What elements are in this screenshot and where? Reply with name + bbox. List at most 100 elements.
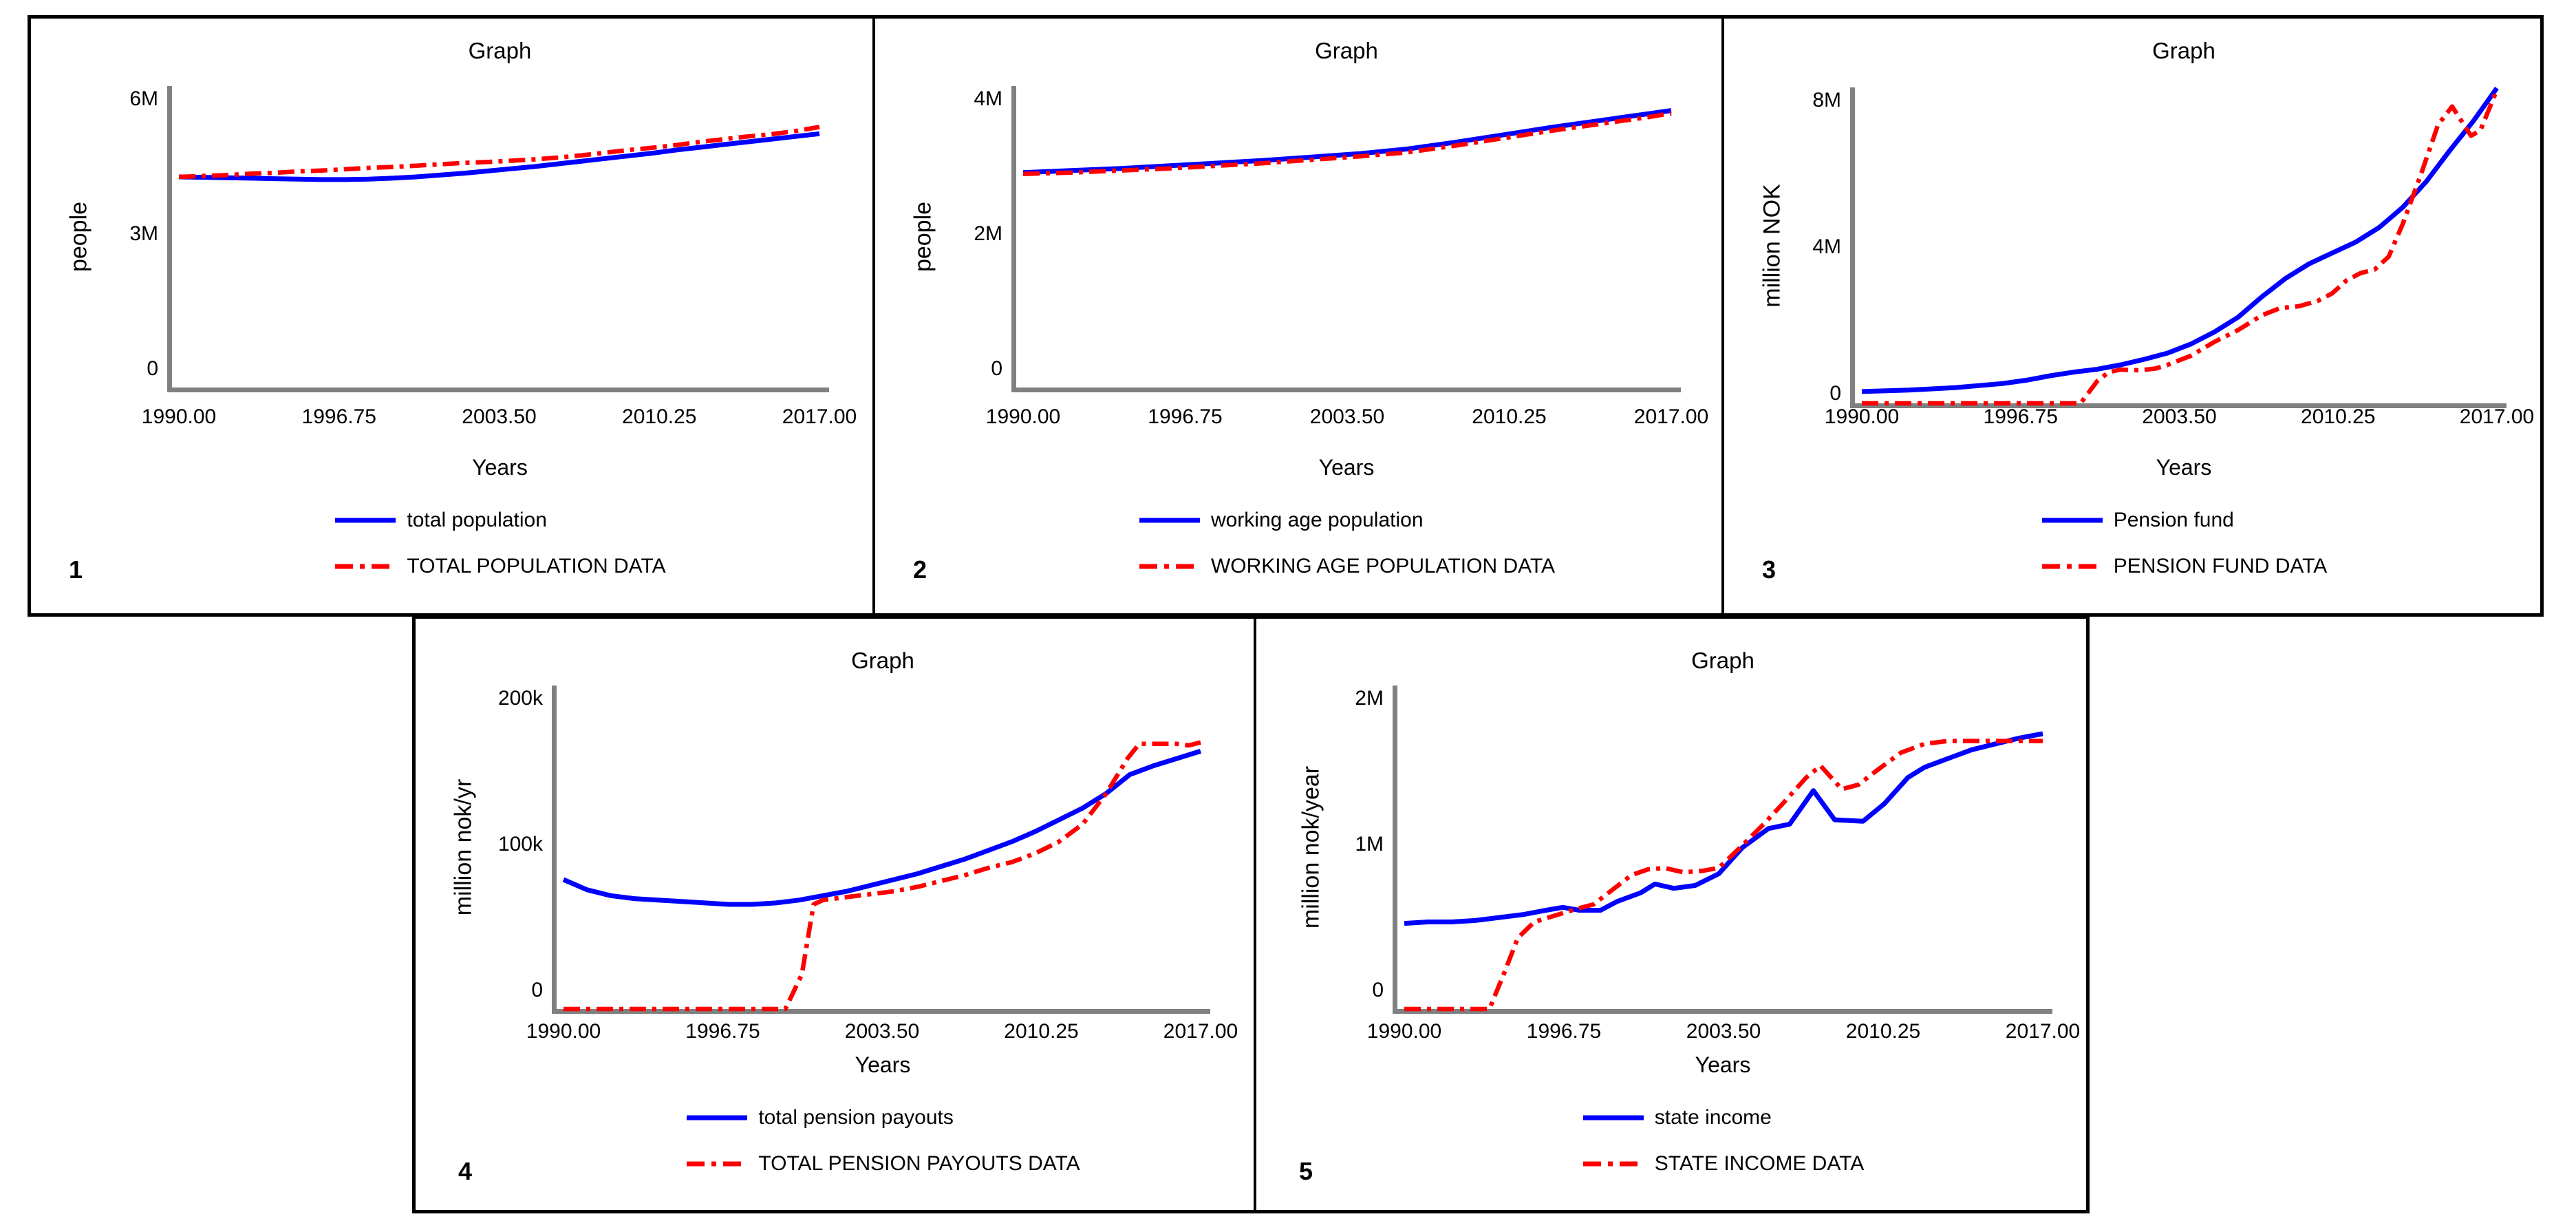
y-tick-label: 0: [991, 357, 1002, 380]
legend-item-data: STATE INCOME DATA: [1582, 1152, 1864, 1176]
dash-dot-line-swatch-icon: [1582, 1161, 1644, 1167]
x-tick-label: 2010.25: [2301, 405, 2375, 428]
dash-dot-line-swatch-icon: [687, 1161, 748, 1167]
x-tick-label: 2003.50: [1686, 1020, 1761, 1043]
x-axis-line: [552, 1009, 1210, 1014]
legend-items: working age population WORKING AGE POPULA…: [1138, 509, 1555, 578]
legend-label: working age population: [1210, 509, 1424, 531]
x-tick-label: 2017.00: [1163, 1020, 1238, 1043]
x-tick-label: 2010.25: [1846, 1020, 1920, 1043]
plot-area: 200k 100k 0 1990.00 1996.75 2003.50 2010.25 201…: [498, 686, 1238, 1043]
chart-title: Graph: [851, 648, 914, 673]
x-tick-label: 2003.50: [1310, 405, 1384, 428]
legend-label: total population: [407, 509, 547, 531]
x-tick-label: 2010.25: [1004, 1020, 1078, 1043]
x-tick-label: 2017.00: [2006, 1020, 2080, 1043]
y-axis-label: people: [65, 201, 92, 273]
x-axis-label: Years: [472, 455, 528, 480]
y-axis-label: people: [910, 201, 936, 273]
legend-item-model: total population: [334, 509, 547, 532]
x-tick-label: 1996.75: [685, 1020, 760, 1043]
legend-label: Pension fund: [2113, 509, 2234, 531]
y-tick-label: 3M: [129, 222, 158, 245]
legend-label: WORKING AGE POPULATION DATA: [1210, 555, 1556, 577]
legend-label: STATE INCOME DATA: [1654, 1152, 1865, 1175]
chart-title: Graph: [1691, 648, 1754, 673]
x-tick-label: 2003.50: [2142, 405, 2216, 428]
x-tick-label: 2017.00: [1634, 405, 1708, 428]
legend-items: total population TOTAL POPULATION DATA: [334, 509, 666, 578]
x-tick-label: 1996.75: [1527, 1020, 1601, 1043]
legend-item-model: total pension payouts: [685, 1106, 954, 1129]
y-tick-label: 200k: [498, 687, 544, 710]
chart-panel-5: Graph 2M 1M 0 1990.00 1996.75 2003.50 2010.25 20…: [1254, 619, 2093, 1210]
y-tick-label: 2M: [1355, 687, 1384, 710]
x-axis-line: [1393, 1009, 2052, 1014]
x-tick-label: 1990.00: [526, 1020, 601, 1043]
dash-dot-line-swatch-icon: [335, 564, 396, 569]
data-series-line: [178, 125, 820, 180]
solid-line-swatch-icon: [1139, 518, 1200, 523]
legend-label: PENSION FUND DATA: [2113, 555, 2328, 577]
model-series-line: [1861, 86, 2499, 394]
x-tick-label: 1996.75: [302, 405, 376, 428]
x-axis-label: Years: [2156, 455, 2212, 480]
bottom-row-box: Graph 200k 100k 0 1990.00 1996.75 2003.50 2010.…: [412, 615, 2090, 1213]
x-tick-label: 1990.00: [1367, 1020, 1441, 1043]
y-axis-line: [552, 686, 557, 1014]
x-tick-label: 2010.25: [1472, 405, 1546, 428]
legend-items: total pension payouts TOTAL PENSION PAYOU…: [685, 1106, 1080, 1176]
x-axis-label: Years: [1695, 1052, 1751, 1077]
x-axis-line: [1011, 387, 1681, 392]
y-tick-label: 0: [531, 979, 543, 1001]
y-axis-line: [167, 86, 172, 392]
solid-line-swatch-icon: [1582, 1115, 1644, 1121]
y-axis-label: million nok/yr: [450, 778, 477, 916]
plot-area: 2M 1M 0 1990.00 1996.75 2003.50 2010.25 2017.00: [1355, 686, 2080, 1043]
model-series-line: [178, 131, 820, 182]
panel-number: 3: [1762, 555, 1777, 584]
x-tick-label: 1996.75: [1148, 405, 1222, 428]
legend-label: state income: [1654, 1106, 1772, 1129]
y-axis-label: million nok/year: [1298, 765, 1324, 929]
legend-label: TOTAL POPULATION DATA: [407, 555, 666, 577]
chart-panel-2: Graph 4M 2M 0 1990.00 1996.75 2003.50 2010.25 20…: [872, 19, 1721, 613]
y-tick-label: 0: [1372, 979, 1384, 1001]
data-series-line: [1404, 739, 2043, 1012]
x-axis-line: [1850, 403, 2507, 408]
solid-line-swatch-icon: [687, 1115, 748, 1121]
y-axis-line: [1393, 686, 1397, 1014]
legend-item-data: PENSION FUND DATA: [2041, 555, 2328, 578]
chart-panel-4: Graph 200k 100k 0 1990.00 1996.75 2003.50 2010.…: [416, 619, 1254, 1210]
x-axis-line: [167, 387, 829, 392]
solid-line-swatch-icon: [335, 518, 396, 523]
legend-item-model: state income: [1582, 1106, 1772, 1129]
legend-item-data: TOTAL POPULATION DATA: [334, 555, 666, 578]
y-tick-label: 4M: [1812, 235, 1841, 258]
legend-item-model: Pension fund: [2041, 509, 2234, 532]
y-axis-line: [1850, 87, 1855, 408]
y-tick-label: 0: [1829, 382, 1841, 405]
x-tick-label: 1990.00: [1825, 405, 1899, 428]
x-tick-label: 2017.00: [782, 405, 857, 428]
legend-item-model: working age population: [1138, 509, 1424, 532]
y-tick-label: 6M: [129, 87, 158, 110]
legend-items: state income STATE INCOME DATA: [1582, 1106, 1864, 1176]
legend-items: Pension fund PENSION FUND DATA: [2041, 509, 2328, 578]
legend-item-data: WORKING AGE POPULATION DATA: [1138, 555, 1555, 578]
dash-dot-line-swatch-icon: [1139, 564, 1200, 569]
plot-area: 4M 2M 0 1990.00 1996.75 2003.50 2010.25 2017.00: [974, 86, 1708, 428]
model-series-line: [1022, 108, 1672, 176]
model-series-line: [562, 749, 1202, 907]
x-axis-label: Years: [1318, 455, 1375, 480]
y-tick-label: 4M: [974, 87, 1002, 110]
chart-panel-3: Graph 8M 4M 0 1990.00 1996.75 2003.50 2010.25 20…: [1721, 19, 2547, 613]
y-tick-label: 2M: [974, 222, 1002, 245]
top-row-box: Graph 6M 3M 0 1990.00 1996.75 2003.50 2010.25 20…: [28, 15, 2544, 617]
x-tick-label: 1996.75: [1984, 405, 2058, 428]
x-tick-label: 1990.00: [986, 405, 1060, 428]
chart-title: Graph: [468, 38, 532, 63]
panel-number: 1: [69, 555, 83, 584]
y-axis-label: million NOK: [1759, 184, 1785, 308]
